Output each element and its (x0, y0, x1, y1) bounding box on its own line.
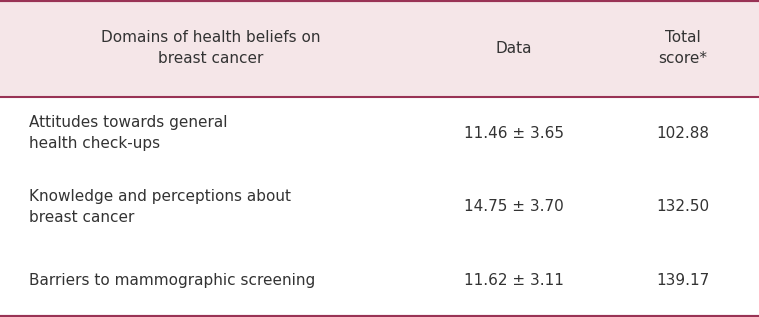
Text: Knowledge and perceptions about
breast cancer: Knowledge and perceptions about breast c… (30, 189, 291, 225)
Text: 14.75 ± 3.70: 14.75 ± 3.70 (465, 199, 564, 214)
Text: 11.46 ± 3.65: 11.46 ± 3.65 (465, 126, 564, 141)
Text: 132.50: 132.50 (657, 199, 710, 214)
FancyBboxPatch shape (0, 0, 759, 97)
Text: 102.88: 102.88 (657, 126, 710, 141)
Text: Domains of health beliefs on
breast cancer: Domains of health beliefs on breast canc… (101, 30, 320, 66)
Text: Attitudes towards general
health check-ups: Attitudes towards general health check-u… (30, 115, 228, 152)
Text: 11.62 ± 3.11: 11.62 ± 3.11 (465, 273, 564, 288)
Text: Data: Data (496, 41, 533, 56)
Text: Total
score*: Total score* (659, 30, 707, 66)
FancyBboxPatch shape (0, 97, 759, 317)
Text: 139.17: 139.17 (657, 273, 710, 288)
Text: Barriers to mammographic screening: Barriers to mammographic screening (30, 273, 316, 288)
